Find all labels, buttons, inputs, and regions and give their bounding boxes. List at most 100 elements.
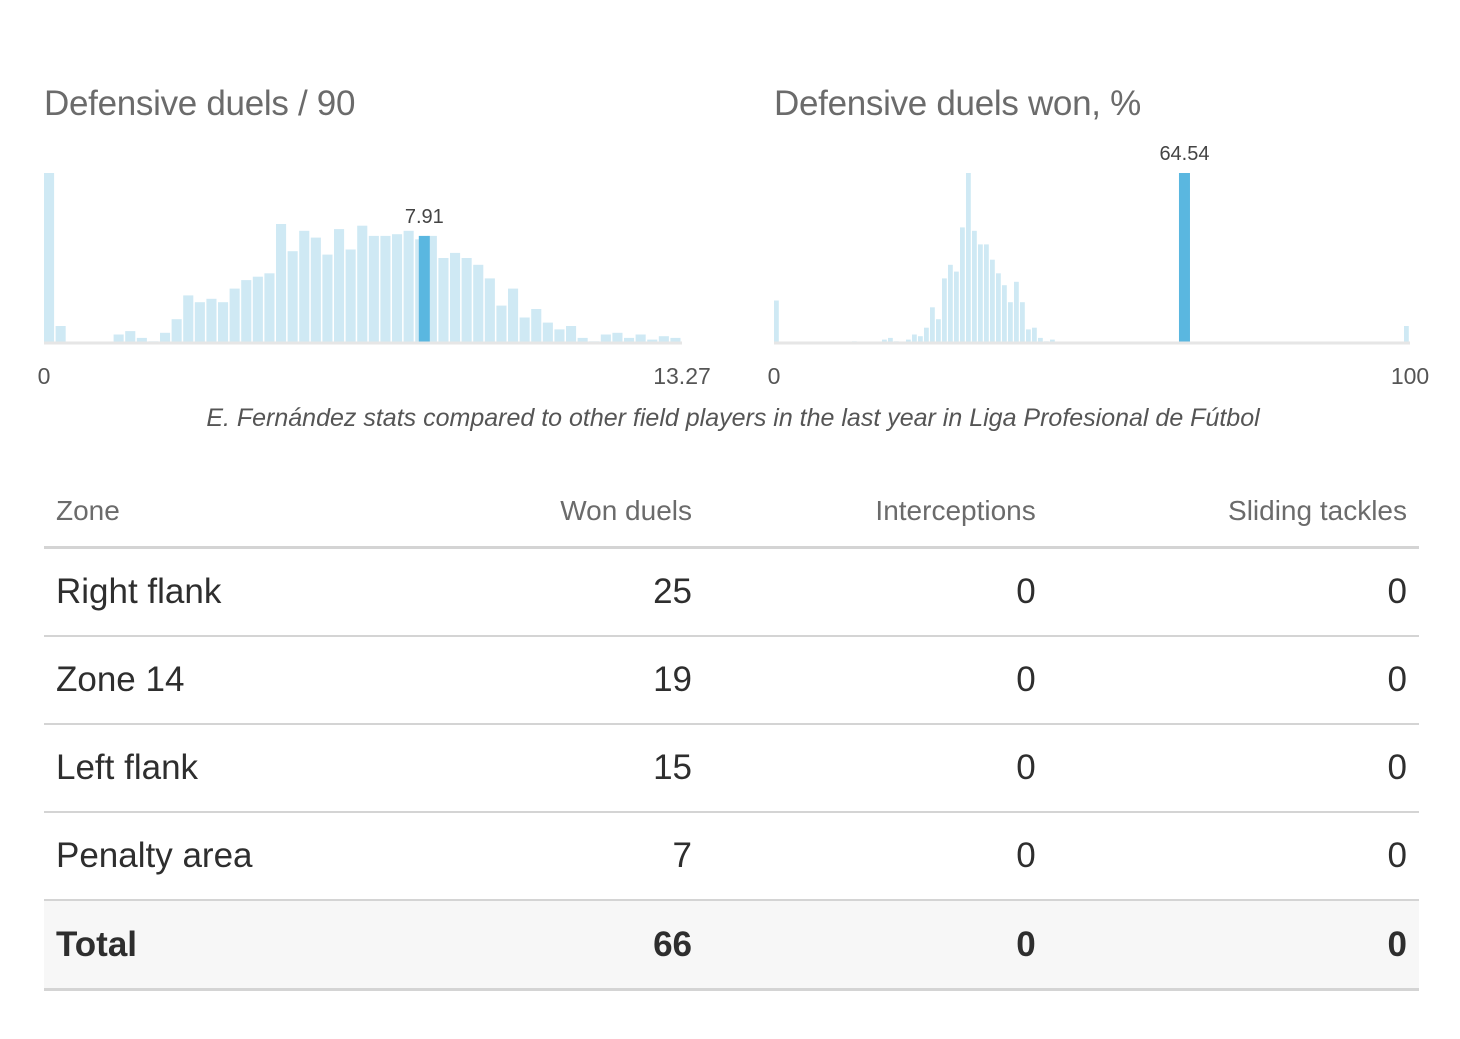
histogram-bar bbox=[519, 317, 530, 343]
column-header-interceptions: Interceptions bbox=[704, 476, 1048, 549]
histogram-bar bbox=[960, 227, 965, 343]
histogram-bar bbox=[966, 173, 971, 343]
won-duels-cell: 15 bbox=[429, 724, 704, 813]
histogram-bar bbox=[218, 302, 229, 343]
chart-caption: E. Fernández stats compared to other fie… bbox=[206, 404, 1260, 432]
column-header-won-duels: Won duels bbox=[429, 476, 704, 549]
histogram-bar bbox=[600, 334, 611, 343]
histogram-bar bbox=[882, 339, 887, 343]
histogram-bar bbox=[450, 252, 461, 343]
histogram-bar bbox=[1038, 337, 1043, 343]
sliding-tackles-cell: 0 bbox=[1047, 636, 1419, 725]
won-duels-cell: 19 bbox=[429, 636, 704, 725]
histogram-bar bbox=[1032, 327, 1037, 343]
histogram-bar bbox=[972, 230, 977, 343]
total-label-cell: Total bbox=[44, 900, 429, 991]
histogram-bar bbox=[44, 173, 55, 343]
zone-cell: Penalty area bbox=[44, 812, 429, 901]
histogram-bar bbox=[252, 276, 263, 343]
histogram-bar bbox=[566, 326, 577, 343]
histogram-bar bbox=[241, 280, 252, 343]
histogram-bar bbox=[554, 329, 565, 343]
histogram-bar bbox=[136, 337, 147, 343]
histogram-bar bbox=[954, 271, 959, 343]
histogram-bar bbox=[496, 305, 507, 343]
histogram-bar bbox=[936, 319, 941, 343]
histogram-bar bbox=[508, 288, 519, 343]
histogram-bar bbox=[912, 334, 917, 343]
histogram-bar bbox=[978, 244, 983, 343]
column-header-zone: Zone bbox=[44, 476, 429, 549]
histogram-bar bbox=[183, 295, 194, 343]
interceptions-cell: 0 bbox=[704, 547, 1048, 637]
player-value-label: 7.91 bbox=[405, 206, 444, 228]
x-tick-min: 0 bbox=[38, 363, 51, 389]
histogram-bar bbox=[171, 319, 182, 343]
table-row: Right flank 25 0 0 bbox=[44, 547, 1419, 637]
histogram-bar bbox=[1404, 326, 1409, 343]
sliding-tackles-cell: 0 bbox=[1047, 724, 1419, 813]
bars-group bbox=[44, 173, 681, 343]
histogram-bar bbox=[322, 254, 333, 343]
histogram-bar bbox=[1008, 302, 1013, 343]
histogram-bar bbox=[461, 258, 472, 343]
table-total-row: Total 66 0 0 bbox=[44, 900, 1419, 991]
won-duels-cell: 25 bbox=[429, 547, 704, 637]
column-header-sliding-tackles: Sliding tackles bbox=[1047, 476, 1419, 549]
histogram-bar bbox=[426, 235, 437, 343]
histogram-bar bbox=[924, 327, 929, 343]
histogram-bar bbox=[1002, 285, 1007, 343]
interceptions-cell: 0 bbox=[704, 812, 1048, 901]
x-tick-min: 0 bbox=[768, 363, 781, 389]
histogram-bar bbox=[624, 337, 635, 343]
histogram-bar bbox=[310, 237, 321, 343]
histogram-bar bbox=[612, 332, 623, 343]
x-tick-max: 13.27 bbox=[653, 363, 711, 389]
player-highlight-bar bbox=[1178, 173, 1190, 343]
total-sliding-tackles-cell: 0 bbox=[1047, 900, 1419, 991]
zone-cell: Right flank bbox=[44, 547, 429, 637]
histogram-bar bbox=[287, 251, 298, 343]
histogram-bar bbox=[125, 331, 136, 343]
won-duels-cell: 7 bbox=[429, 812, 704, 901]
histogram-bar bbox=[113, 334, 124, 343]
histogram-bar bbox=[1050, 339, 1055, 343]
histogram-bar bbox=[206, 298, 217, 343]
sliding-tackles-cell: 0 bbox=[1047, 812, 1419, 901]
table-row: Penalty area 7 0 0 bbox=[44, 812, 1419, 901]
bars-group bbox=[774, 173, 1409, 343]
histogram-bar bbox=[670, 337, 681, 343]
histogram-bar bbox=[996, 273, 1001, 343]
zone-cell: Left flank bbox=[44, 724, 429, 813]
total-won-duels-cell: 66 bbox=[429, 900, 704, 991]
interceptions-cell: 0 bbox=[704, 724, 1048, 813]
histogram-bar bbox=[531, 309, 542, 343]
histogram-bar bbox=[930, 307, 935, 343]
histogram-bar bbox=[1014, 281, 1019, 343]
histogram-bar bbox=[635, 334, 646, 343]
histogram-bar bbox=[368, 235, 379, 343]
table-row: Left flank 15 0 0 bbox=[44, 724, 1419, 813]
interceptions-cell: 0 bbox=[704, 636, 1048, 725]
histogram-bar bbox=[392, 234, 403, 343]
histogram-bar bbox=[577, 337, 588, 343]
histogram-bar bbox=[942, 278, 947, 343]
total-interceptions-cell: 0 bbox=[704, 900, 1048, 991]
histogram-bar bbox=[1020, 302, 1025, 343]
histogram-bar bbox=[774, 300, 779, 343]
histogram-bar bbox=[484, 278, 495, 343]
histogram-bar bbox=[647, 339, 658, 343]
histogram-bar bbox=[299, 230, 310, 343]
histogram-bar bbox=[345, 249, 356, 343]
chart-title-defensive-duels-won: Defensive duels won, % bbox=[774, 84, 1141, 123]
histogram-bar bbox=[906, 339, 911, 343]
histogram-bar bbox=[990, 259, 995, 343]
histogram-bar bbox=[334, 229, 345, 343]
histogram-bar bbox=[357, 225, 368, 343]
zone-stats-table: Zone Won duels Interceptions Sliding tac… bbox=[44, 476, 1419, 991]
histogram-bar bbox=[1026, 329, 1031, 343]
histogram-bar bbox=[948, 264, 953, 343]
histogram-bar bbox=[276, 224, 287, 343]
histogram-bar bbox=[229, 288, 240, 343]
histogram-defensive-duels-won: 64.54 0 100 bbox=[768, 143, 1430, 389]
